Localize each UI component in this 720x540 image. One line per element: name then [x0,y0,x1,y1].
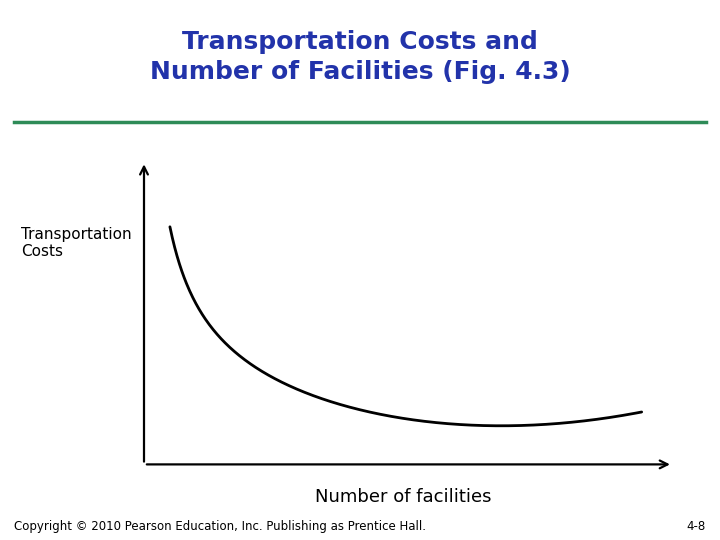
Text: Number of facilities: Number of facilities [315,488,492,506]
Text: Transportation
Costs: Transportation Costs [22,227,132,259]
Text: 4-8: 4-8 [686,520,706,533]
Text: Transportation Costs and
Number of Facilities (Fig. 4.3): Transportation Costs and Number of Facil… [150,30,570,84]
Text: Copyright © 2010 Pearson Education, Inc. Publishing as Prentice Hall.: Copyright © 2010 Pearson Education, Inc.… [14,520,426,533]
